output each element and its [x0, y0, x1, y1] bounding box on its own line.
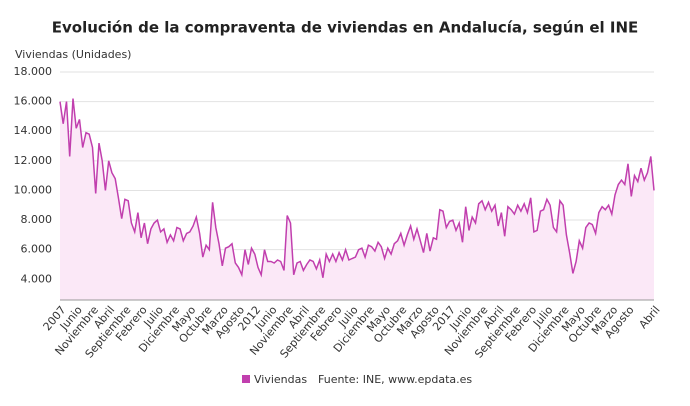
y-tick-label: 12.000 [14, 154, 53, 167]
x-tick-label: Abril [636, 304, 662, 332]
area [60, 98, 654, 300]
line [59, 98, 655, 278]
legend-swatch [242, 375, 250, 383]
source: Fuente: INE, www.epdata.es [318, 373, 472, 386]
chart-title: Evolución de la compraventa de viviendas… [52, 19, 639, 37]
y-tick-label: 6.000 [21, 243, 53, 256]
y-tick-label: 14.000 [14, 124, 53, 137]
y-axis-label: Viviendas (Unidades) [15, 48, 131, 61]
y-tick-label: 10.000 [14, 183, 53, 196]
y-tick-label: 18.000 [14, 65, 53, 78]
y-tick-label: 16.000 [14, 95, 53, 108]
legend-label: Viviendas [254, 373, 307, 386]
y-tick-label: 8.000 [21, 213, 53, 226]
y-tick-label: 4.000 [21, 272, 53, 285]
